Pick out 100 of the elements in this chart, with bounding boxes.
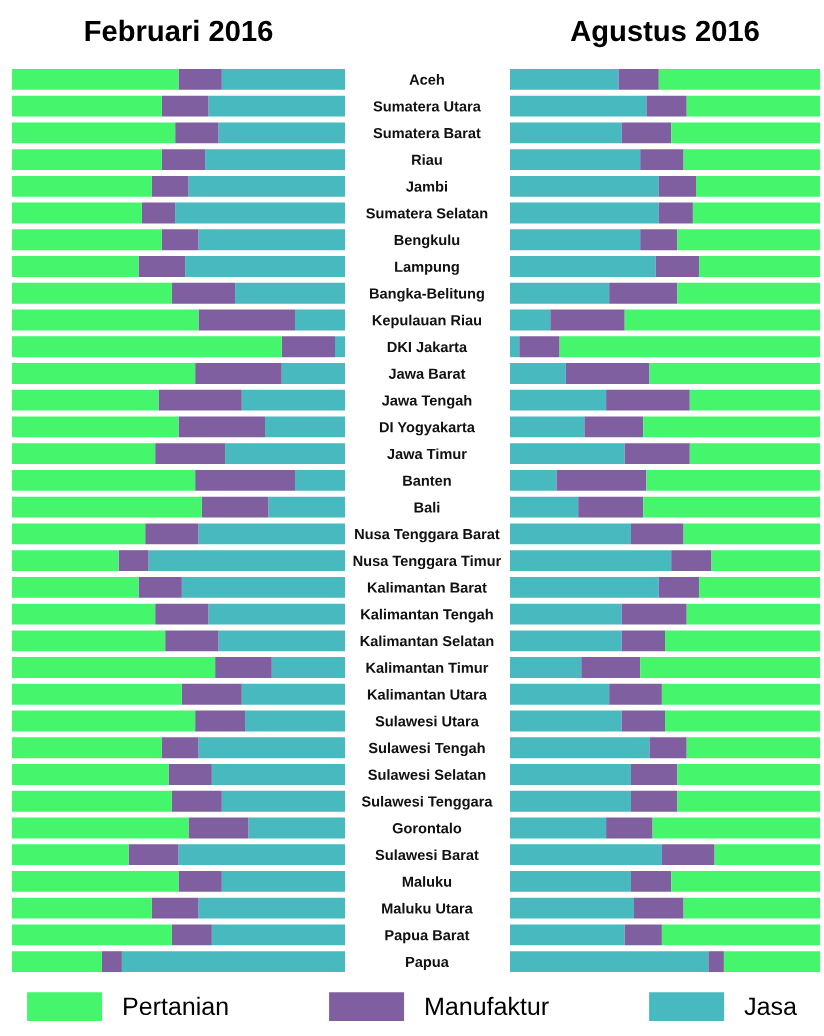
bar <box>161 229 199 251</box>
bar <box>689 443 820 465</box>
bar <box>281 363 345 384</box>
bar <box>677 229 820 251</box>
bar <box>618 68 659 90</box>
y-tick-label: Jawa Tengah <box>381 394 472 409</box>
bar <box>171 924 212 946</box>
bar <box>510 95 647 117</box>
y-tick-label: Sumatera Selatan <box>366 207 488 219</box>
bar <box>683 149 820 170</box>
bar <box>609 282 678 304</box>
bar <box>268 496 345 518</box>
bar <box>235 282 345 304</box>
bar <box>510 68 619 90</box>
bar <box>138 576 182 598</box>
bar <box>12 817 189 839</box>
y-tick-label: Bali <box>414 501 440 513</box>
bar <box>195 710 246 732</box>
bar <box>165 630 219 652</box>
bar <box>168 764 212 785</box>
bar <box>12 603 156 625</box>
bar <box>118 550 149 572</box>
bar <box>510 122 622 144</box>
bar <box>677 282 820 304</box>
legend-label: Manufaktur <box>426 996 549 1016</box>
bar <box>188 817 249 839</box>
bar <box>640 149 684 170</box>
bar <box>510 710 622 732</box>
bar <box>643 416 820 438</box>
bar <box>578 496 644 518</box>
bar <box>510 924 625 946</box>
bar <box>686 737 820 759</box>
bar <box>510 576 659 598</box>
bar <box>671 550 712 572</box>
y-tick-label: Nusa Tenggara Timur <box>353 555 502 569</box>
y-tick-label: Jambi <box>406 181 447 192</box>
bar <box>649 363 820 384</box>
bar <box>510 764 631 785</box>
bar <box>12 924 172 946</box>
bar <box>211 764 345 785</box>
bar <box>178 68 222 90</box>
bar <box>510 790 631 812</box>
bar <box>12 737 162 759</box>
bar <box>248 817 345 839</box>
bar <box>649 737 687 759</box>
bar <box>510 603 622 625</box>
bar <box>510 469 557 491</box>
bar <box>510 202 659 224</box>
bar <box>621 603 687 625</box>
bar <box>658 202 693 224</box>
bar <box>510 336 520 358</box>
bar <box>198 523 345 545</box>
bar <box>661 844 715 866</box>
bar <box>510 523 631 545</box>
y-tick-label: Nusa Tenggara Barat <box>355 529 500 543</box>
chart-title: Agustus 2016 <box>570 20 759 48</box>
bar <box>692 202 820 224</box>
bar <box>208 603 345 625</box>
bar <box>12 416 179 438</box>
y-tick-label: Gorontalo <box>392 822 462 834</box>
y-tick-label: Sulawesi Barat <box>375 849 479 861</box>
bar <box>584 416 644 438</box>
y-tick-label: Sulawesi Utara <box>375 715 479 727</box>
bar <box>12 496 202 518</box>
bar <box>12 844 129 866</box>
bar <box>510 871 631 892</box>
y-tick-label: Sumatera Utara <box>373 101 481 112</box>
bar <box>686 603 820 625</box>
bar <box>683 523 820 545</box>
bar <box>178 844 345 866</box>
bar <box>646 469 820 491</box>
bar <box>205 149 345 170</box>
bar <box>686 95 820 117</box>
y-tick-label: Kalimantan Tengah <box>361 608 493 623</box>
bar <box>198 229 345 251</box>
bar <box>218 122 345 144</box>
bar <box>155 443 226 465</box>
bar <box>241 683 345 705</box>
bar <box>510 149 641 170</box>
bar <box>658 576 700 598</box>
bar <box>175 202 345 224</box>
y-tick-label: Banten <box>403 475 451 486</box>
y-tick-label: Jawa Barat <box>388 368 466 379</box>
y-tick-label: Kalimantan Barat <box>367 582 487 593</box>
y-tick-label: Papua <box>406 956 449 970</box>
bar <box>699 576 820 598</box>
bar <box>145 523 199 545</box>
bar <box>699 256 820 277</box>
bar <box>218 630 345 652</box>
bar <box>12 122 176 144</box>
bar <box>161 95 209 117</box>
bar <box>581 657 641 678</box>
bar <box>155 603 209 625</box>
bar <box>624 309 820 331</box>
y-tick-label: Sumatera Barat <box>373 127 481 139</box>
bar <box>646 95 687 117</box>
bar <box>12 710 196 732</box>
bar <box>171 790 222 812</box>
y-tick-label: DKI Jakarta <box>387 341 468 353</box>
y-tick-label: Sulawesi Tengah <box>368 742 485 757</box>
